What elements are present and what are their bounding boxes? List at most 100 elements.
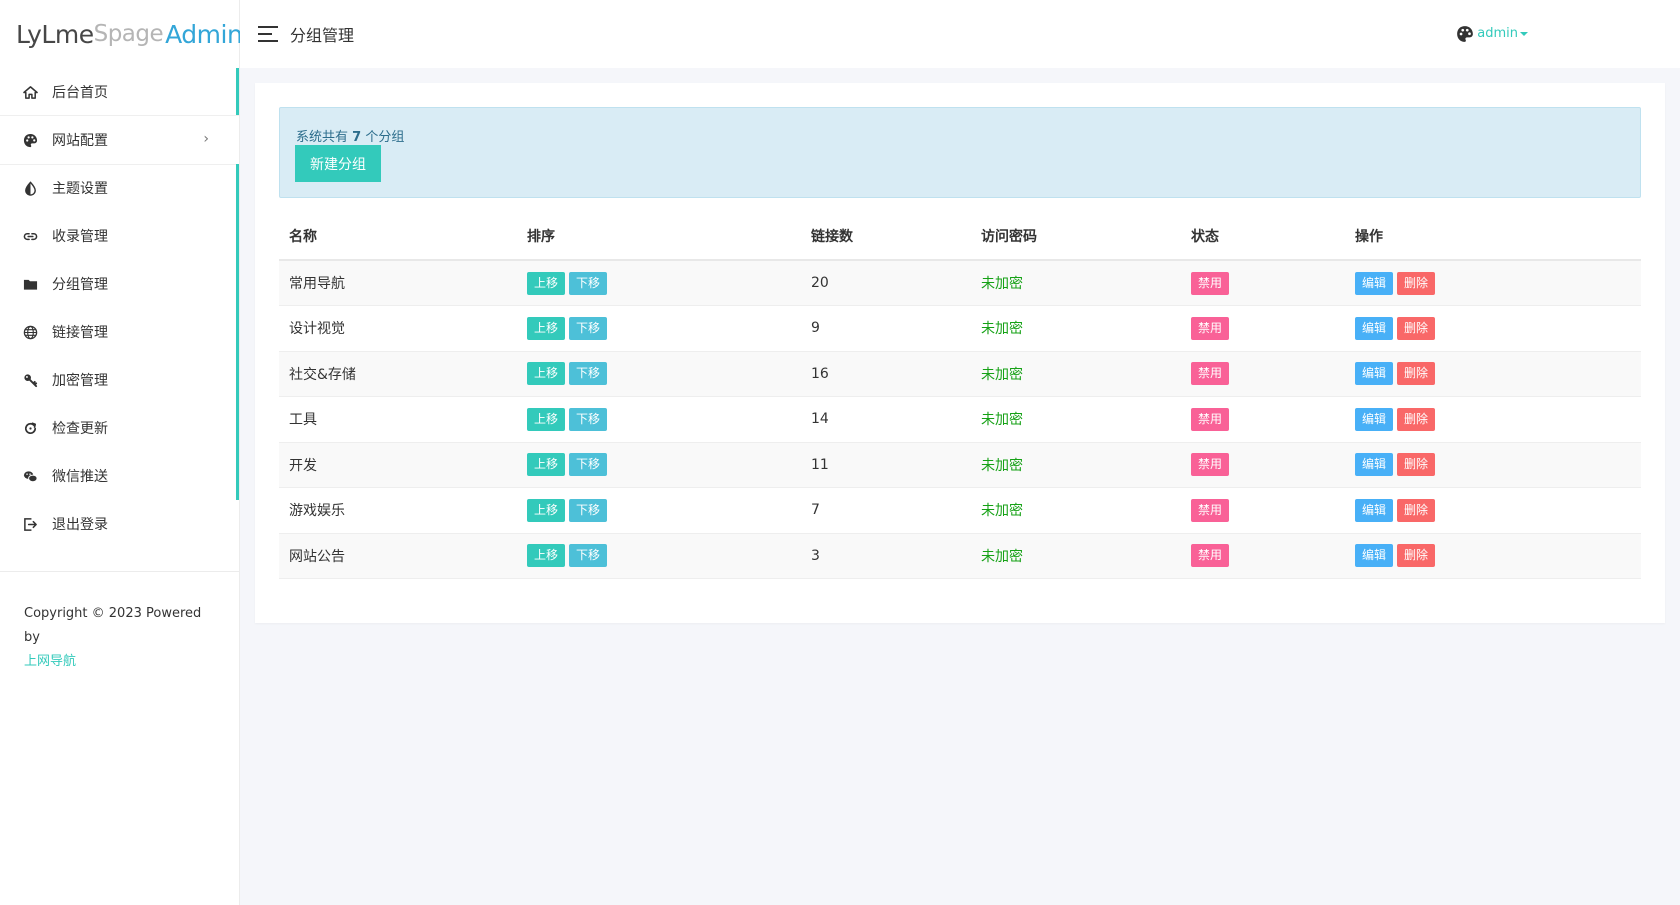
sidebar-item-groups[interactable]: 分组管理	[0, 260, 239, 308]
table-row: 社交&存储 上移 下移 16 未加密 禁用 编辑 删除	[279, 351, 1641, 397]
move-down-button[interactable]: 下移	[569, 362, 608, 386]
delete-button[interactable]: 删除	[1397, 407, 1436, 431]
status-cell: 禁用	[1181, 533, 1345, 579]
disable-button[interactable]: 禁用	[1191, 316, 1230, 340]
sidebar-item-label: 检查更新	[52, 421, 108, 437]
sort-cell: 上移 下移	[517, 487, 801, 534]
disable-button[interactable]: 禁用	[1191, 453, 1230, 477]
disable-button[interactable]: 禁用	[1191, 271, 1230, 295]
actions-cell: 编辑 删除	[1345, 260, 1641, 306]
password-status: 未加密	[971, 442, 1181, 488]
edit-button[interactable]: 编辑	[1355, 544, 1394, 568]
key-icon	[22, 372, 38, 388]
sidebar-item-links[interactable]: 链接管理	[0, 308, 239, 356]
move-up-button[interactable]: 上移	[527, 316, 566, 340]
move-down-button[interactable]: 下移	[569, 498, 608, 522]
new-group-button[interactable]: 新建分组	[295, 145, 381, 182]
move-up-button[interactable]: 上移	[527, 498, 566, 522]
logout-icon	[22, 516, 38, 532]
count-suffix: 个分组	[361, 130, 405, 145]
edit-button[interactable]: 编辑	[1355, 498, 1394, 522]
group-count-text: 系统共有 7 个分组	[296, 126, 404, 145]
logo-part1: LyLme	[16, 19, 94, 49]
user-menu[interactable]: admin	[1477, 26, 1528, 41]
sidebar-item-label: 网站配置	[52, 133, 108, 149]
table-row: 设计视觉 上移 下移 9 未加密 禁用 编辑 删除	[279, 305, 1641, 352]
password-status: 未加密	[971, 487, 1181, 534]
count-prefix: 系统共有	[296, 130, 353, 145]
move-down-button[interactable]: 下移	[569, 453, 608, 477]
link-count: 11	[801, 442, 971, 488]
sidebar-item-label: 主题设置	[52, 181, 108, 197]
disable-button[interactable]: 禁用	[1191, 407, 1230, 431]
sidebar-item-home[interactable]: 后台首页	[0, 68, 239, 116]
sidebar-item-label: 退出登录	[52, 517, 108, 533]
logo-part3: Admin	[165, 19, 243, 49]
sidebar-footer: Copyright © 2023 Powered by 上网导航	[0, 571, 240, 704]
disable-button[interactable]: 禁用	[1191, 362, 1230, 386]
disable-button[interactable]: 禁用	[1191, 544, 1230, 568]
move-down-button[interactable]: 下移	[569, 544, 608, 568]
disable-button[interactable]: 禁用	[1191, 498, 1230, 522]
actions-cell: 编辑 删除	[1345, 305, 1641, 352]
delete-button[interactable]: 删除	[1397, 544, 1436, 568]
move-down-button[interactable]: 下移	[569, 316, 608, 340]
table-row: 开发 上移 下移 11 未加密 禁用 编辑 删除	[279, 442, 1641, 488]
move-up-button[interactable]: 上移	[527, 544, 566, 568]
group-name: 社交&存储	[279, 351, 517, 397]
col-links: 链接数	[801, 213, 971, 261]
status-cell: 禁用	[1181, 396, 1345, 443]
link-count: 9	[801, 305, 971, 352]
sidebar-item-site-config[interactable]: 网站配置 ›	[0, 116, 239, 164]
actions-cell: 编辑 删除	[1345, 442, 1641, 488]
edit-button[interactable]: 编辑	[1355, 453, 1394, 477]
move-up-button[interactable]: 上移	[527, 271, 566, 295]
sidebar-item-wechat[interactable]: 微信推送	[0, 452, 239, 500]
sidebar-item-theme[interactable]: 主题设置	[0, 164, 239, 212]
topbar: 分组管理 admin	[240, 0, 1680, 68]
group-name: 常用导航	[279, 260, 517, 306]
status-cell: 禁用	[1181, 442, 1345, 488]
edit-button[interactable]: 编辑	[1355, 316, 1394, 340]
link-count: 7	[801, 487, 971, 534]
actions-cell: 编辑 删除	[1345, 533, 1641, 579]
menu-toggle-icon[interactable]	[258, 26, 278, 42]
sidebar-item-label: 收录管理	[52, 229, 108, 245]
link-count: 16	[801, 351, 971, 397]
delete-button[interactable]: 删除	[1397, 316, 1436, 340]
sidebar-item-update[interactable]: 检查更新	[0, 404, 239, 452]
delete-button[interactable]: 删除	[1397, 498, 1436, 522]
logo[interactable]: LyLme Spage Admin	[0, 0, 243, 68]
password-status: 未加密	[971, 351, 1181, 397]
table-row: 常用导航 上移 下移 20 未加密 禁用 编辑 删除	[279, 260, 1641, 306]
copyright-text: Copyright © 2023 Powered by	[24, 606, 202, 645]
edit-button[interactable]: 编辑	[1355, 407, 1394, 431]
col-sort: 排序	[517, 213, 801, 261]
edit-button[interactable]: 编辑	[1355, 362, 1394, 386]
sort-cell: 上移 下移	[517, 260, 801, 306]
password-status: 未加密	[971, 260, 1181, 306]
move-up-button[interactable]: 上移	[527, 453, 566, 477]
sidebar-item-encrypt[interactable]: 加密管理	[0, 356, 239, 404]
sidebar-item-logout[interactable]: 退出登录	[0, 500, 239, 548]
actions-cell: 编辑 删除	[1345, 351, 1641, 397]
move-down-button[interactable]: 下移	[569, 407, 608, 431]
move-up-button[interactable]: 上移	[527, 407, 566, 431]
sidebar-item-collect[interactable]: 收录管理	[0, 212, 239, 260]
theme-palette-icon[interactable]	[1456, 25, 1474, 43]
wechat-icon	[22, 468, 38, 484]
edit-button[interactable]: 编辑	[1355, 271, 1394, 295]
page-title: 分组管理	[290, 26, 355, 45]
status-cell: 禁用	[1181, 487, 1345, 534]
move-down-button[interactable]: 下移	[569, 271, 608, 295]
col-actions: 操作	[1345, 213, 1641, 261]
sort-cell: 上移 下移	[517, 396, 801, 443]
group-card: 系统共有 7 个分组 新建分组 名称 排序 链接数 访问密码 状态 操作 常用导…	[255, 83, 1665, 623]
home-icon	[22, 84, 38, 100]
delete-button[interactable]: 删除	[1397, 271, 1436, 295]
footer-link[interactable]: 上网导航	[24, 654, 77, 669]
delete-button[interactable]: 删除	[1397, 453, 1436, 477]
move-up-button[interactable]: 上移	[527, 362, 566, 386]
globe-icon	[22, 324, 38, 340]
delete-button[interactable]: 删除	[1397, 362, 1436, 386]
